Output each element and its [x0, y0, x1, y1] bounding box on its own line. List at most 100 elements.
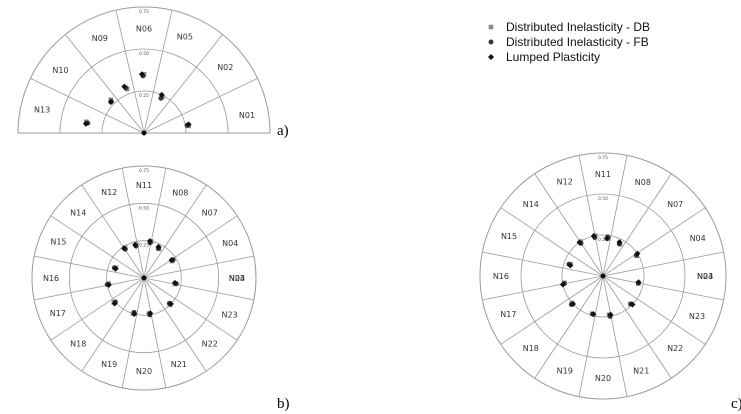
sector-divider [602, 275, 724, 301]
sector-divider [143, 277, 207, 372]
data-point [121, 83, 128, 90]
sector-label: N19 [557, 367, 573, 376]
sector-divider [121, 168, 145, 279]
sector-divider [81, 184, 145, 279]
sector-divider [602, 251, 724, 277]
ring-label: 0.75 [139, 168, 149, 174]
sector-divider [121, 277, 145, 388]
sector-divider [50, 215, 145, 279]
data-point [607, 311, 614, 318]
sector-divider [115, 10, 145, 134]
data-point [635, 279, 642, 286]
data-point [82, 120, 89, 127]
ring-label: 0.50 [139, 205, 149, 211]
sector-label: N07 [667, 200, 683, 209]
ring-label: 0.75 [598, 155, 608, 161]
sector-label: N21 [633, 367, 649, 376]
sector-label: N18 [523, 344, 539, 353]
sector-divider [534, 173, 604, 277]
data-point [112, 265, 119, 272]
sector-label: N20 [595, 374, 611, 383]
data-point [146, 238, 153, 245]
sector-divider [602, 207, 706, 277]
data-point [168, 257, 175, 264]
data-point [590, 233, 597, 240]
sector-divider [143, 255, 254, 279]
ring-0.25 [561, 234, 645, 318]
sector-label: N13 [34, 105, 50, 114]
sector-label: N21 [171, 360, 187, 369]
ring-0.25 [106, 240, 182, 316]
sector-label: N04 [690, 234, 706, 243]
sector-divider [81, 277, 145, 372]
data-point [155, 243, 162, 250]
data-point [570, 300, 577, 307]
legend-label: Distributed Inelasticity - FB [506, 35, 649, 49]
sector-divider [34, 277, 145, 301]
sector-label: N01 [239, 111, 255, 120]
sector-label: N17 [500, 310, 516, 319]
ring-label: 0.25 [139, 243, 149, 249]
sector-label: N19 [101, 360, 117, 369]
sector-label: N08 [172, 188, 188, 197]
ring-0.5 [59, 48, 229, 134]
data-point [185, 121, 192, 128]
data-point [167, 300, 174, 307]
sector-divider [143, 277, 167, 388]
outer-ring [31, 165, 257, 391]
sector-label: N23 [221, 310, 237, 319]
panel-label: c) [731, 396, 741, 412]
polar-panel-c: 0.25 0.50 0.75 N03 N04 N07 N08 N11 N12 N14 N15 N16 N… [479, 152, 741, 412]
sector-label: N11 [595, 170, 611, 179]
panel-label: b) [277, 396, 290, 412]
sector-divider [500, 207, 604, 277]
sector-divider [500, 275, 604, 345]
sector-divider [143, 277, 254, 301]
sector-label: N03 [697, 272, 713, 281]
legend-label: Distributed Inelasticity - DB [506, 20, 650, 34]
sector-label: N09 [92, 34, 108, 43]
sector-divider [143, 184, 207, 279]
sector-divider [30, 77, 145, 134]
sector-label: N20 [136, 367, 152, 376]
legend-label: Lumped Plasticity [506, 50, 600, 64]
sector-label: N11 [136, 181, 152, 190]
sector-label: N14 [70, 208, 86, 217]
ring-0.5 [520, 193, 686, 359]
sector-label: N02 [217, 63, 233, 72]
sector-label: N24 [697, 272, 713, 281]
sector-divider [143, 215, 238, 279]
sector-divider [143, 77, 258, 134]
centre-point [141, 130, 147, 136]
sector-divider [578, 275, 604, 397]
data-point [171, 279, 178, 286]
sector-label: N16 [43, 274, 59, 283]
sector-divider [602, 173, 672, 277]
data-point [132, 241, 139, 248]
sector-label: N04 [222, 239, 238, 248]
sector-label: N24 [229, 274, 245, 283]
sector-divider [482, 275, 604, 301]
data-point [111, 300, 118, 307]
sector-divider [143, 10, 173, 134]
ring-label: 0.25 [598, 237, 608, 243]
sector-divider [34, 255, 145, 279]
sector-divider [65, 34, 145, 134]
polar-panel-b: 0.25 0.50 0.75 N03 N04 N07 N08 N11 N12 N14 N15 N16 N… [31, 165, 290, 412]
sector-divider [602, 155, 628, 277]
sector-divider [534, 275, 604, 379]
polar-panel-a: 0.25 0.50 0.75 N01 N02 N05 N06 N09 N10 N13 a) [17, 6, 289, 139]
data-point [158, 91, 165, 98]
ring-label: 0.50 [139, 51, 149, 57]
sector-label: N03 [229, 274, 245, 283]
sector-label: N14 [523, 200, 539, 209]
sector-label: N22 [667, 344, 683, 353]
sector-divider [50, 277, 145, 341]
sector-divider [143, 34, 223, 134]
data-point [629, 301, 636, 308]
data-point [105, 281, 112, 288]
ring-label: 0.50 [598, 196, 608, 202]
legend-marker [488, 54, 494, 60]
centre-point [141, 275, 147, 281]
